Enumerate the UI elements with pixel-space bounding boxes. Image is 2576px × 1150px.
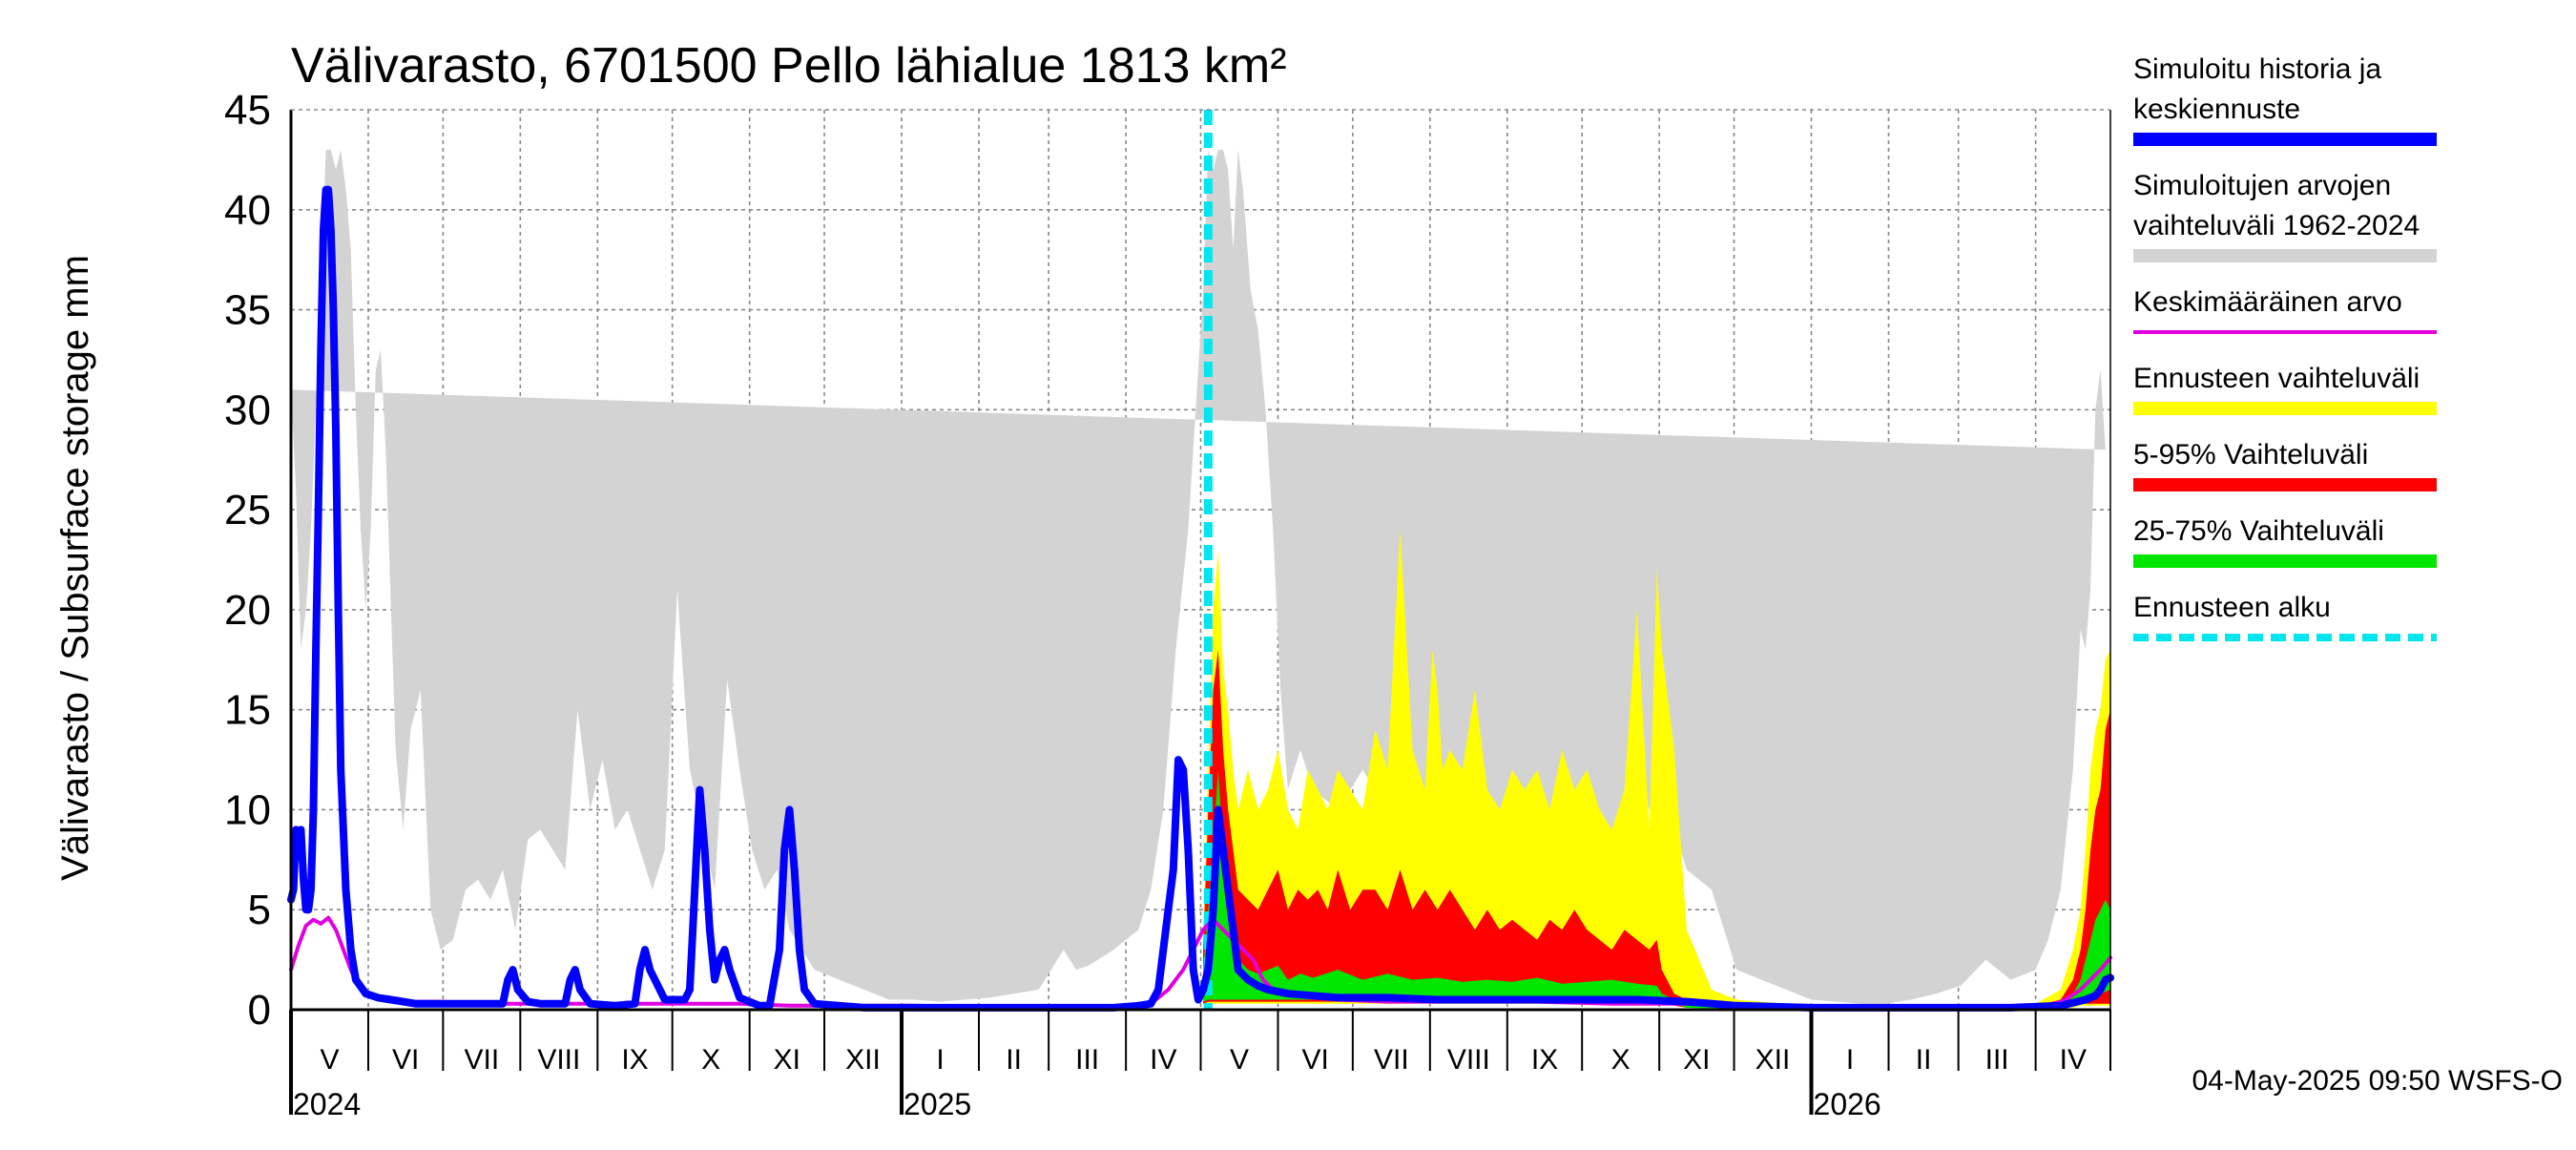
month-label: X: [1611, 1044, 1631, 1076]
month-label: II: [1916, 1044, 1932, 1076]
bands-layer: [291, 149, 2110, 1010]
month-label: VIII: [1447, 1044, 1490, 1076]
legend-item: Keskimääräinen arvo: [2133, 286, 2437, 334]
month-label: XI: [774, 1044, 800, 1076]
month-label: I: [936, 1044, 944, 1076]
legend: Simuloitu historia jakeskiennusteSimuloi…: [2133, 53, 2437, 641]
y-tick-label: 35: [224, 287, 271, 334]
month-label: I: [1846, 1044, 1854, 1076]
month-label: IV: [1150, 1044, 1176, 1076]
month-label: VII: [1374, 1044, 1409, 1076]
legend-item: Simuloitu historia ja keskiennuste: [2133, 53, 2437, 146]
y-tick-label: 15: [224, 687, 271, 734]
month-label: IX: [621, 1044, 648, 1076]
y-tick-label: 0: [248, 987, 271, 1034]
month-label: V: [320, 1044, 339, 1076]
month-label: IV: [2060, 1044, 2087, 1076]
year-label: 2026: [1814, 1087, 1881, 1121]
y-tick-label: 5: [248, 887, 271, 933]
month-label: II: [1006, 1044, 1022, 1076]
legend-label: keskiennuste: [2133, 94, 2300, 125]
month-label: III: [1985, 1044, 2009, 1076]
year-label: 2024: [293, 1087, 361, 1121]
band-5-95-vaihteluv-li: [1203, 649, 2110, 1010]
month-label: VI: [392, 1044, 419, 1076]
y-tick-label: 10: [224, 786, 271, 833]
legend-label: 25-75% Vaihteluväli: [2133, 515, 2384, 547]
month-label: V: [1230, 1044, 1249, 1076]
legend-item: 5-95% Vaihteluväli: [2133, 439, 2437, 491]
y-tick-label: 40: [224, 187, 271, 234]
lines-layer: [287, 110, 2114, 1012]
year-label: 2025: [904, 1087, 971, 1121]
legend-item: 25-75% Vaihteluväli: [2133, 515, 2437, 568]
month-label: VI: [1301, 1044, 1328, 1076]
legend-item: Ennusteen alku: [2133, 592, 2437, 641]
y-axis-label: Välivarasto / Subsurface storage mm: [54, 255, 96, 881]
legend-label: vaihteluväli 1962-2024: [2133, 210, 2420, 241]
legend-label: Keskimääräinen arvo: [2133, 286, 2402, 318]
band-ennusteen-vaihteluv-li: [1203, 530, 2110, 1010]
line-simuloitu-historia-ja-keskiennuste: [287, 185, 2114, 1012]
month-label: XII: [845, 1044, 881, 1076]
legend-label: 5-95% Vaihteluväli: [2133, 439, 2368, 470]
band-25-75-vaihteluv-li: [1203, 769, 2110, 1010]
legend-label: Simuloitu historia ja: [2133, 53, 2381, 85]
legend-label: Simuloitujen arvojen: [2133, 170, 2391, 201]
month-label: VII: [464, 1044, 499, 1076]
timestamp-footer: 04-May-2025 09:50 WSFS-O: [2192, 1065, 2564, 1097]
month-label: X: [701, 1044, 720, 1076]
legend-item: Simuloitujen arvojen vaihteluväli 1962-20…: [2133, 170, 2437, 262]
month-label: XII: [1755, 1044, 1791, 1076]
y-tick-label: 20: [224, 587, 271, 634]
legend-item: Ennusteen vaihteluväli: [2133, 363, 2437, 415]
legend-label: Ennusteen vaihteluväli: [2133, 363, 2420, 394]
y-tick-label: 25: [224, 487, 271, 533]
legend-label: Ennusteen alku: [2133, 592, 2331, 623]
month-label: III: [1075, 1044, 1099, 1076]
chart-title: Välivarasto, 6701500 Pello lähialue 1813…: [291, 38, 1287, 94]
month-label: XI: [1683, 1044, 1710, 1076]
month-label: IX: [1531, 1044, 1558, 1076]
y-tick-label: 45: [224, 87, 271, 134]
month-label: VIII: [537, 1044, 580, 1076]
y-tick-label: 30: [224, 387, 271, 433]
